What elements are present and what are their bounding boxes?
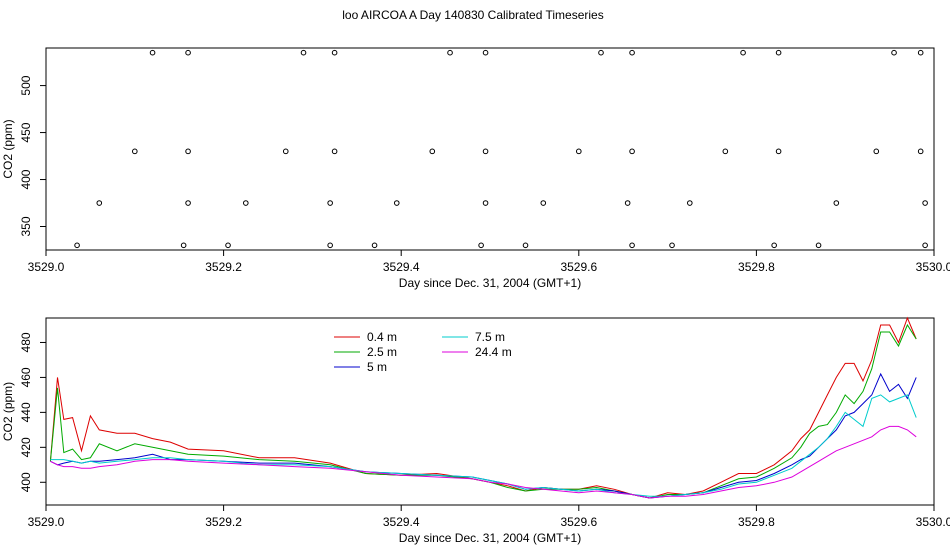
calibration-point: [482, 200, 489, 206]
calibration-point: [96, 200, 103, 206]
bottom-x-tick-label: 3529.2: [205, 515, 242, 529]
series-line-5: [50, 425, 917, 499]
series-line-1: [49, 316, 917, 499]
bottom-x-tick-label: 3530.0: [916, 515, 950, 529]
calibration-point: [185, 148, 191, 155]
series-line-4: [50, 394, 917, 497]
bottom-x-tick-label: 3529.6: [560, 515, 597, 529]
calibration-point: [185, 49, 191, 56]
top-x-tick-label: 3529.6: [560, 260, 597, 274]
legend-label: 24.4 m: [475, 345, 512, 359]
calibration-point: [327, 242, 333, 249]
calibration-point: [243, 200, 249, 206]
calibration-point: [917, 49, 924, 56]
bottom-y-tick-label: 460: [19, 367, 33, 387]
legend-label: 5 m: [367, 360, 387, 374]
bottom-y-tick-label: 440: [19, 402, 33, 422]
bottom-x-tick-label: 3529.4: [383, 515, 420, 529]
calibration-point: [447, 49, 453, 56]
top-y-tick-label: 350: [19, 216, 33, 236]
bottom-y-tick-label: 420: [19, 437, 33, 457]
calibration-point: [922, 200, 928, 206]
calibration-point: [74, 242, 80, 249]
calibration-point: [482, 49, 489, 56]
legend: 0.4 m2.5 m5 m 7.5 m24.4 m: [334, 330, 512, 374]
calibration-panel: 3529.0 3529.2 3529.4 3529.6 3529.8 3530.0 350 4…: [1, 47, 950, 290]
calibration-point: [331, 49, 338, 56]
calibration-point: [891, 49, 897, 56]
calibration-point: [429, 148, 436, 155]
calibration-point: [815, 242, 822, 249]
calibration-point: [540, 200, 547, 206]
top-x-tick-label: 3530.0: [916, 260, 950, 274]
calibration-point: [300, 49, 307, 56]
calibration-point: [624, 200, 631, 206]
top-x-tick-label: 3529.4: [383, 260, 420, 274]
calibration-point: [873, 148, 880, 155]
calibration-point: [775, 148, 782, 155]
calibration-point: [629, 49, 635, 56]
calibration-point: [669, 242, 675, 249]
top-y-tick-label: 450: [19, 122, 33, 142]
bottom-y-axis-label: CO2 (ppm): [1, 382, 15, 441]
calibration-point: [629, 148, 635, 155]
top-y-tick-label: 400: [19, 169, 33, 189]
top-y-tick-label: 500: [19, 75, 33, 95]
calibration-point: [282, 148, 289, 155]
calibration-point: [722, 148, 729, 155]
calibration-point: [327, 200, 333, 206]
bottom-x-axis-label: Day since Dec. 31, 2004 (GMT+1): [399, 531, 581, 545]
top-x-tick-label: 3529.0: [28, 260, 65, 274]
legend-label: 7.5 m: [475, 330, 505, 344]
calibration-point: [180, 242, 187, 249]
top-x-axis-label: Day since Dec. 31, 2004 (GMT+1): [399, 276, 581, 290]
calibration-point: [922, 242, 928, 249]
calibration-point: [687, 200, 693, 206]
calibration-point: [482, 148, 489, 155]
calibration-point: [132, 148, 138, 155]
top-y-axis-label: CO2 (ppm): [1, 119, 15, 178]
top-plot-frame: [45, 47, 935, 251]
calibration-point: [149, 49, 156, 56]
calibration-point: [598, 49, 604, 56]
calibration-point: [775, 49, 782, 56]
bottom-y-tick-label: 400: [19, 472, 33, 492]
top-x-tick-label: 3529.2: [205, 260, 242, 274]
calibration-point: [393, 200, 400, 206]
legend-label: 0.4 m: [367, 330, 397, 344]
calibration-point: [331, 148, 338, 155]
legend-label: 2.5 m: [367, 345, 397, 359]
bottom-plot-frame: [45, 317, 935, 506]
bottom-x-tick-label: 3529.8: [738, 515, 775, 529]
calibration-point: [771, 242, 777, 249]
calibration-point: [225, 242, 231, 249]
calibration-point: [740, 49, 746, 56]
series-line-2: [49, 323, 917, 499]
top-x-tick-label: 3529.8: [738, 260, 775, 274]
timeseries-panel: 3529.0 3529.2 3529.4 3529.6 3529.8 3530.0 400 4…: [1, 316, 950, 545]
calibration-point: [185, 200, 191, 206]
calibration-point: [371, 242, 378, 249]
bottom-y-tick-label: 480: [19, 332, 33, 352]
calibration-point: [478, 242, 484, 249]
chart-title: loo AIRCOA A Day 140830 Calibrated Times…: [342, 8, 603, 22]
calibration-point: [576, 148, 582, 155]
calibration-point: [833, 200, 840, 206]
calibration-point: [522, 242, 529, 249]
calibration-point: [629, 242, 635, 249]
calibration-point: [917, 148, 924, 155]
bottom-x-tick-label: 3529.0: [28, 515, 65, 529]
